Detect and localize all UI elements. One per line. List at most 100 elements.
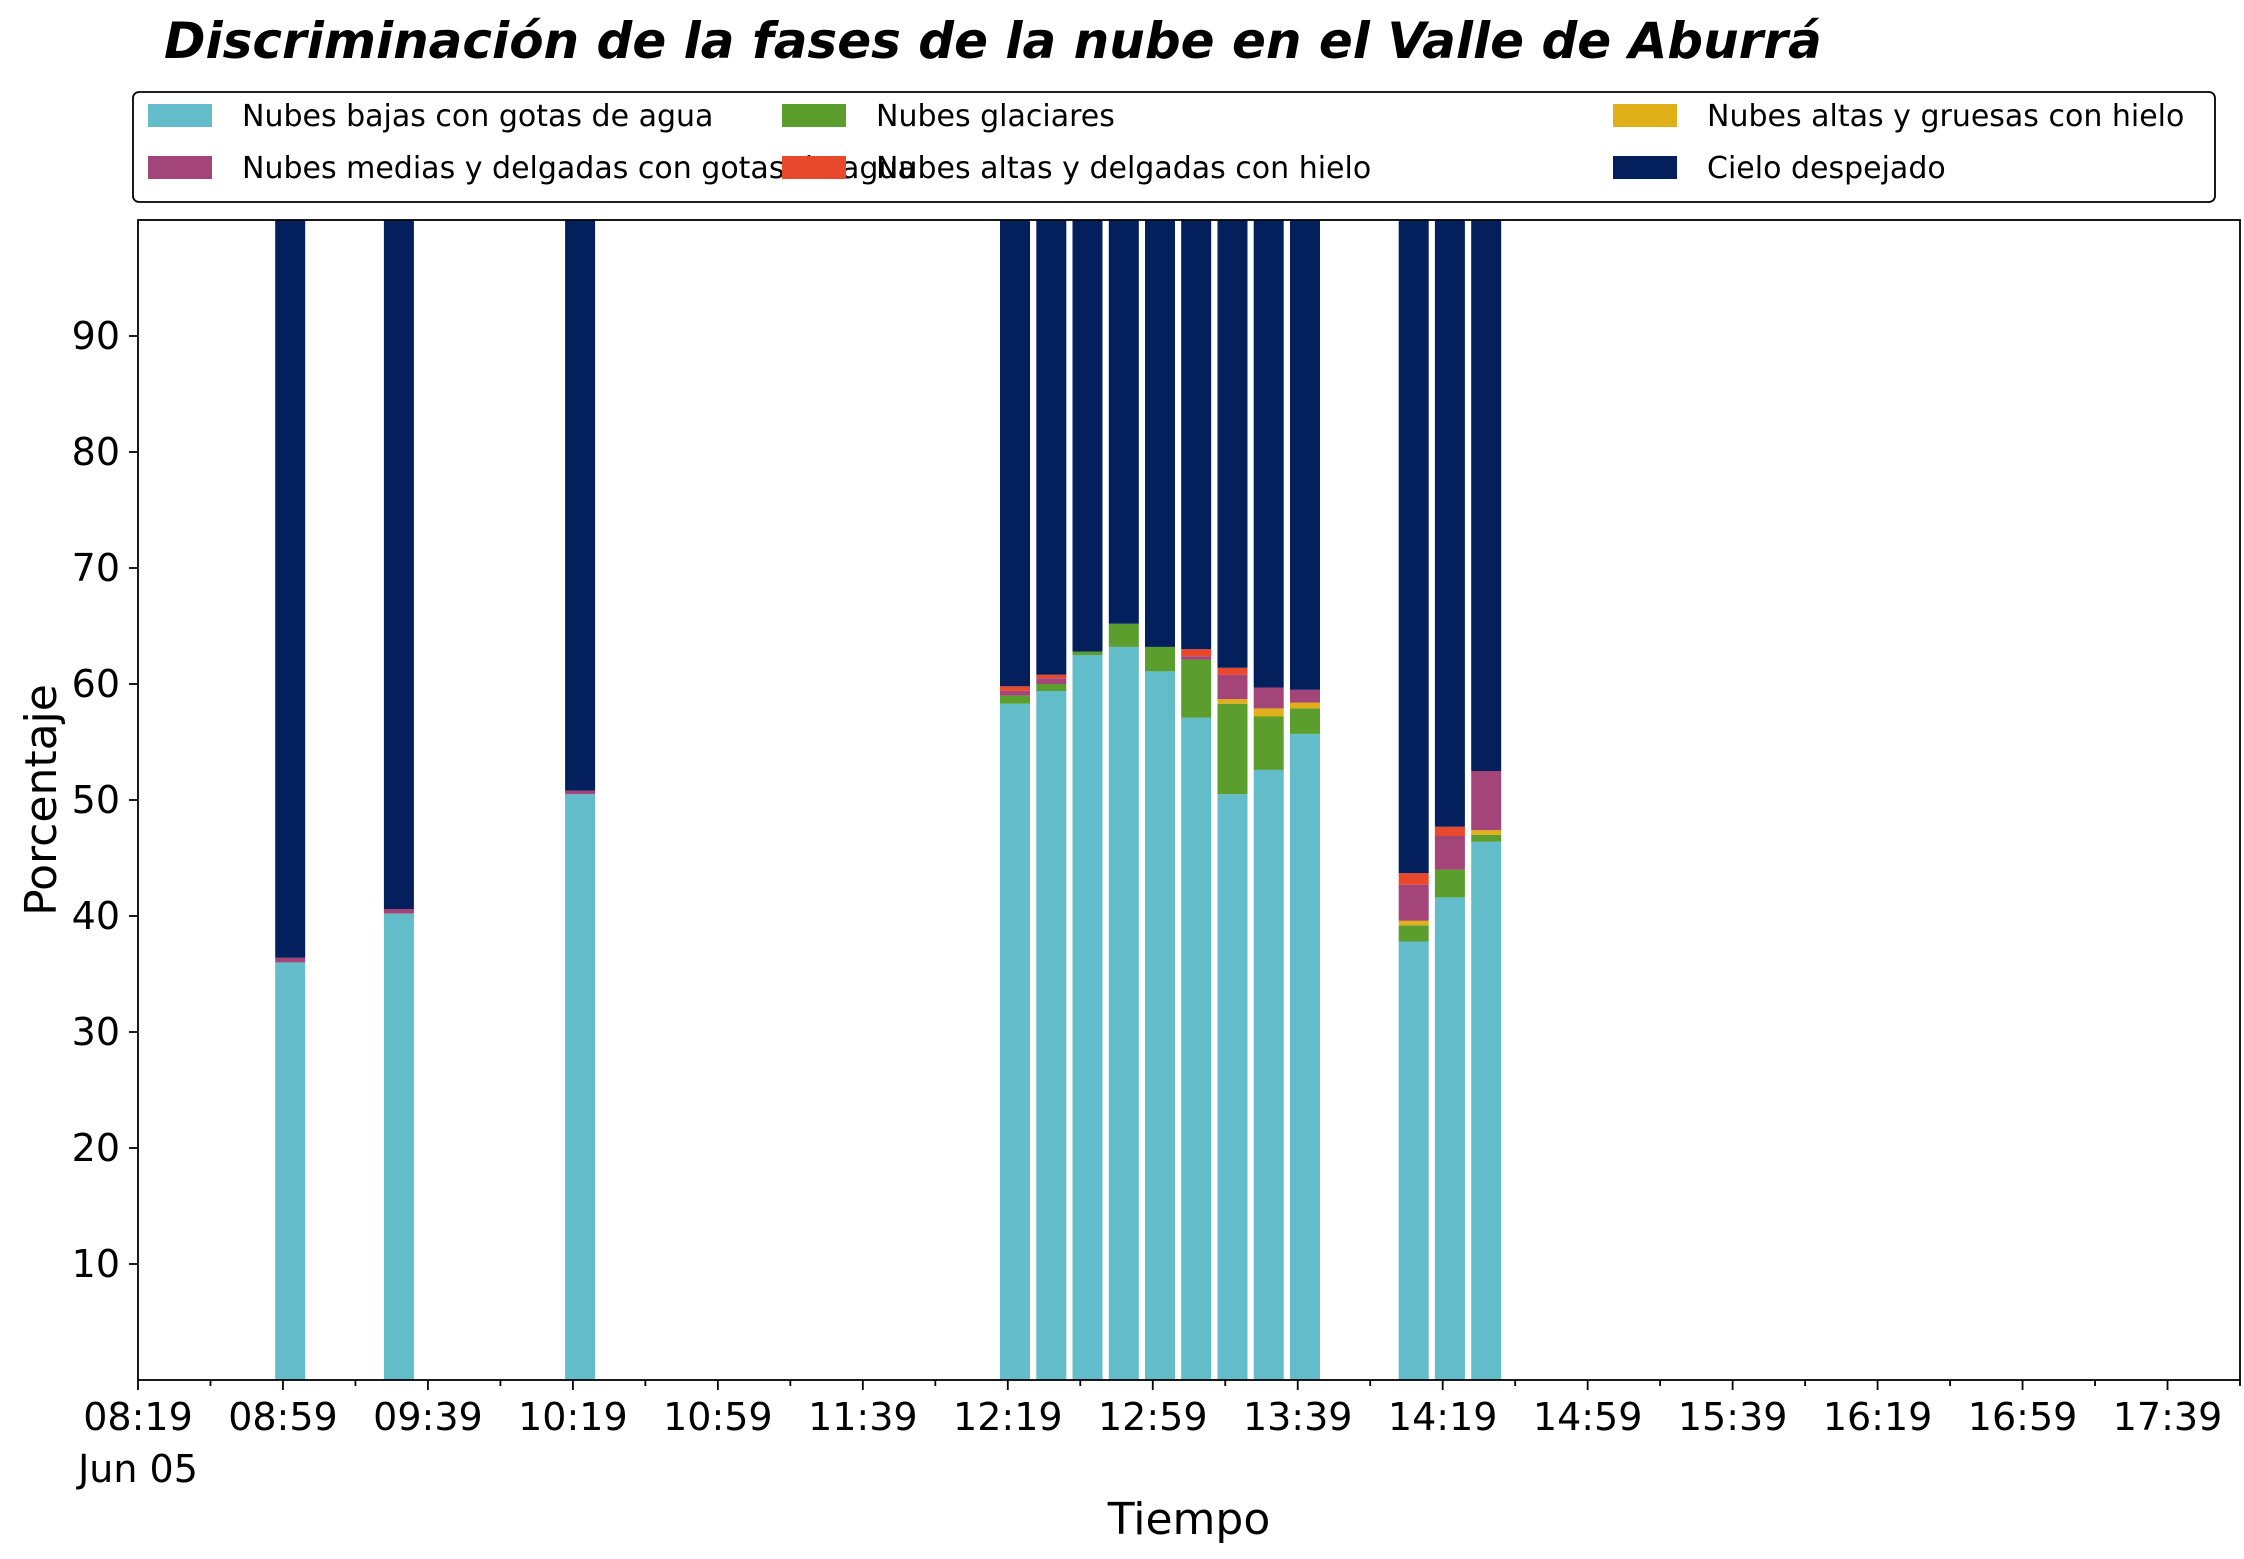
bar-1431-nubes-medias-y-delgadas-con-gotas-de-agua bbox=[1471, 771, 1502, 831]
y-tick-label: 40 bbox=[72, 894, 120, 938]
bar-1251-nubes-glaciares bbox=[1108, 623, 1139, 647]
bar-1321-nubes-altas-y-gruesas-con-hielo bbox=[1217, 699, 1248, 704]
bar-1311-nubes-altas-y-delgadas-con-hielo bbox=[1181, 649, 1212, 657]
x-tick-label: 10:19 bbox=[518, 1395, 628, 1439]
bar-1341-nubes-medias-y-delgadas-con-gotas-de-agua bbox=[1290, 689, 1320, 703]
x-tick-label: 16:59 bbox=[1968, 1395, 2078, 1439]
x-tick-label: 11:39 bbox=[808, 1395, 918, 1439]
legend-swatch-nubes-altas-y-delgadas-con-hielo bbox=[782, 156, 846, 179]
bar-1231-nubes-glaciares bbox=[1036, 684, 1067, 691]
legend-label-nubes-altas-y-delgadas-con-hielo: Nubes altas y delgadas con hielo bbox=[876, 151, 1371, 186]
legend-swatch-nubes-bajas-con-gotas-de-agua bbox=[148, 104, 212, 127]
bar-1411-nubes-bajas-con-gotas-de-agua bbox=[1398, 941, 1429, 1380]
bar-1341-cielo-despejado bbox=[1290, 220, 1320, 690]
bar-1321-nubes-medias-y-delgadas-con-gotas-de-agua bbox=[1217, 674, 1248, 700]
bar-1231-nubes-altas-y-delgadas-con-hielo bbox=[1036, 674, 1067, 679]
bar-1221-nubes-medias-y-delgadas-con-gotas-de-agua bbox=[1000, 691, 1030, 696]
plot-area: 10 20 30 40 50 60 70 80 90 08:19 08:59 09:39 10:19 10… bbox=[72, 219, 2241, 1491]
bar-1341-nubes-bajas-con-gotas-de-agua bbox=[1290, 733, 1320, 1380]
bar-1231-nubes-medias-y-delgadas-con-gotas-de-agua bbox=[1036, 678, 1067, 684]
bar-1411-nubes-medias-y-delgadas-con-gotas-de-agua bbox=[1398, 884, 1429, 921]
bar-1431-cielo-despejado bbox=[1471, 220, 1502, 771]
bar-1411-cielo-despejado bbox=[1398, 220, 1429, 874]
x-tick-label: 14:59 bbox=[1533, 1395, 1643, 1439]
y-tick-label: 80 bbox=[72, 430, 120, 474]
x-tick-label: 08:59 bbox=[228, 1395, 338, 1439]
legend-swatch-nubes-altas-y-gruesas-con-hielo bbox=[1613, 104, 1677, 127]
bar-1431-nubes-altas-y-gruesas-con-hielo bbox=[1471, 830, 1502, 835]
x-date-label: Jun 05 bbox=[76, 1447, 198, 1491]
bar-1321-nubes-altas-y-delgadas-con-hielo bbox=[1217, 667, 1248, 675]
bar-1021-nubes-medias-y-delgadas-con-gotas-de-agua bbox=[565, 790, 596, 795]
bar-1241-nubes-bajas-con-gotas-de-agua bbox=[1072, 655, 1103, 1380]
bar-1411-nubes-glaciares bbox=[1398, 925, 1429, 942]
x-axis-label: Tiempo bbox=[1107, 1494, 1271, 1545]
y-tick-label: 50 bbox=[72, 778, 120, 822]
bar-1331-nubes-medias-y-delgadas-con-gotas-de-agua bbox=[1253, 687, 1284, 709]
bar-1311-cielo-despejado bbox=[1181, 220, 1212, 650]
bar-1311-nubes-glaciares bbox=[1181, 659, 1212, 718]
chart-title: Discriminación de la fases de la nube en… bbox=[164, 12, 1822, 70]
bar-1301-nubes-bajas-con-gotas-de-agua bbox=[1145, 671, 1175, 1380]
bar-1221-nubes-glaciares bbox=[1000, 695, 1030, 704]
bar-1421-nubes-glaciares bbox=[1434, 869, 1465, 898]
x-tick-label: 13:39 bbox=[1243, 1395, 1353, 1439]
bar-1431-nubes-glaciares bbox=[1471, 834, 1502, 842]
bar-1331-cielo-despejado bbox=[1253, 220, 1284, 688]
bar-1021-cielo-despejado bbox=[565, 220, 596, 791]
bar-1251-cielo-despejado bbox=[1108, 220, 1139, 624]
bar-1421-cielo-despejado bbox=[1434, 220, 1465, 827]
x-tick-label: 14:19 bbox=[1388, 1395, 1498, 1439]
bar-0931-nubes-medias-y-delgadas-con-gotas-de-agua bbox=[383, 909, 414, 914]
bar-1331-nubes-bajas-con-gotas-de-agua bbox=[1253, 769, 1284, 1380]
bar-1331-nubes-altas-y-gruesas-con-hielo bbox=[1253, 708, 1284, 717]
x-tick-label: 08:19 bbox=[83, 1395, 193, 1439]
bar-0901-nubes-bajas-con-gotas-de-agua bbox=[275, 962, 306, 1380]
bar-1231-nubes-bajas-con-gotas-de-agua bbox=[1036, 691, 1067, 1380]
bar-1311-nubes-medias-y-delgadas-con-gotas-de-agua bbox=[1181, 656, 1212, 660]
legend-swatch-nubes-glaciares bbox=[782, 104, 846, 127]
bar-0931-nubes-bajas-con-gotas-de-agua bbox=[383, 913, 414, 1380]
x-tick-label: 09:39 bbox=[373, 1395, 483, 1439]
y-tick-label: 30 bbox=[72, 1010, 120, 1054]
bar-1241-nubes-glaciares bbox=[1072, 651, 1103, 655]
bar-1311-nubes-bajas-con-gotas-de-agua bbox=[1181, 717, 1212, 1380]
bar-1421-nubes-altas-y-delgadas-con-hielo bbox=[1434, 826, 1465, 836]
bar-1421-nubes-medias-y-delgadas-con-gotas-de-agua bbox=[1434, 836, 1465, 870]
bar-0901-cielo-despejado bbox=[275, 220, 306, 958]
y-tick-label: 90 bbox=[72, 314, 120, 358]
bar-1421-nubes-bajas-con-gotas-de-agua bbox=[1434, 897, 1465, 1380]
legend-label-nubes-glaciares: Nubes glaciares bbox=[876, 99, 1115, 134]
legend: Nubes bajas con gotas de agua Nubes glaci… bbox=[132, 91, 2216, 203]
y-axis-label: Porcentaje bbox=[16, 684, 67, 916]
legend-swatch-cielo-despejado bbox=[1613, 156, 1677, 179]
bar-1411-nubes-altas-y-delgadas-con-hielo bbox=[1398, 873, 1429, 885]
legend-label-nubes-bajas-con-gotas-de-agua: Nubes bajas con gotas de agua bbox=[242, 99, 713, 134]
x-tick-label: 15:39 bbox=[1678, 1395, 1788, 1439]
x-tick-label: 12:59 bbox=[1098, 1395, 1208, 1439]
x-tick-label: 17:39 bbox=[2113, 1395, 2223, 1439]
x-tick-label: 16:19 bbox=[1823, 1395, 1933, 1439]
bar-1321-nubes-bajas-con-gotas-de-agua bbox=[1217, 794, 1248, 1380]
bar-1221-nubes-altas-y-delgadas-con-hielo bbox=[1000, 686, 1030, 691]
bar-1221-cielo-despejado bbox=[1000, 220, 1030, 687]
legend-frame bbox=[132, 91, 2216, 203]
bar-1251-nubes-bajas-con-gotas-de-agua bbox=[1108, 646, 1139, 1380]
y-tick-label: 70 bbox=[72, 546, 120, 590]
bar-1241-cielo-despejado bbox=[1072, 220, 1103, 652]
y-tick-label: 10 bbox=[72, 1242, 120, 1286]
bar-0931-cielo-despejado bbox=[383, 220, 414, 909]
bar-0901-nubes-medias-y-delgadas-con-gotas-de-agua bbox=[275, 957, 306, 963]
plot-frame bbox=[137, 219, 2241, 1381]
x-tick-label: 12:19 bbox=[953, 1395, 1063, 1439]
bar-1331-nubes-glaciares bbox=[1253, 716, 1284, 770]
legend-swatch-nubes-medias-y-delgadas-con-gotas-de-agua bbox=[148, 156, 212, 179]
x-tick-label: 10:59 bbox=[663, 1395, 773, 1439]
y-tick-label: 60 bbox=[72, 662, 120, 706]
bar-1411-nubes-altas-y-gruesas-con-hielo bbox=[1398, 920, 1429, 926]
legend-label-cielo-despejado: Cielo despejado bbox=[1707, 151, 1946, 186]
bar-1321-cielo-despejado bbox=[1217, 220, 1248, 668]
bar-1221-nubes-bajas-con-gotas-de-agua bbox=[1000, 703, 1030, 1380]
y-tick-label: 20 bbox=[72, 1126, 120, 1170]
